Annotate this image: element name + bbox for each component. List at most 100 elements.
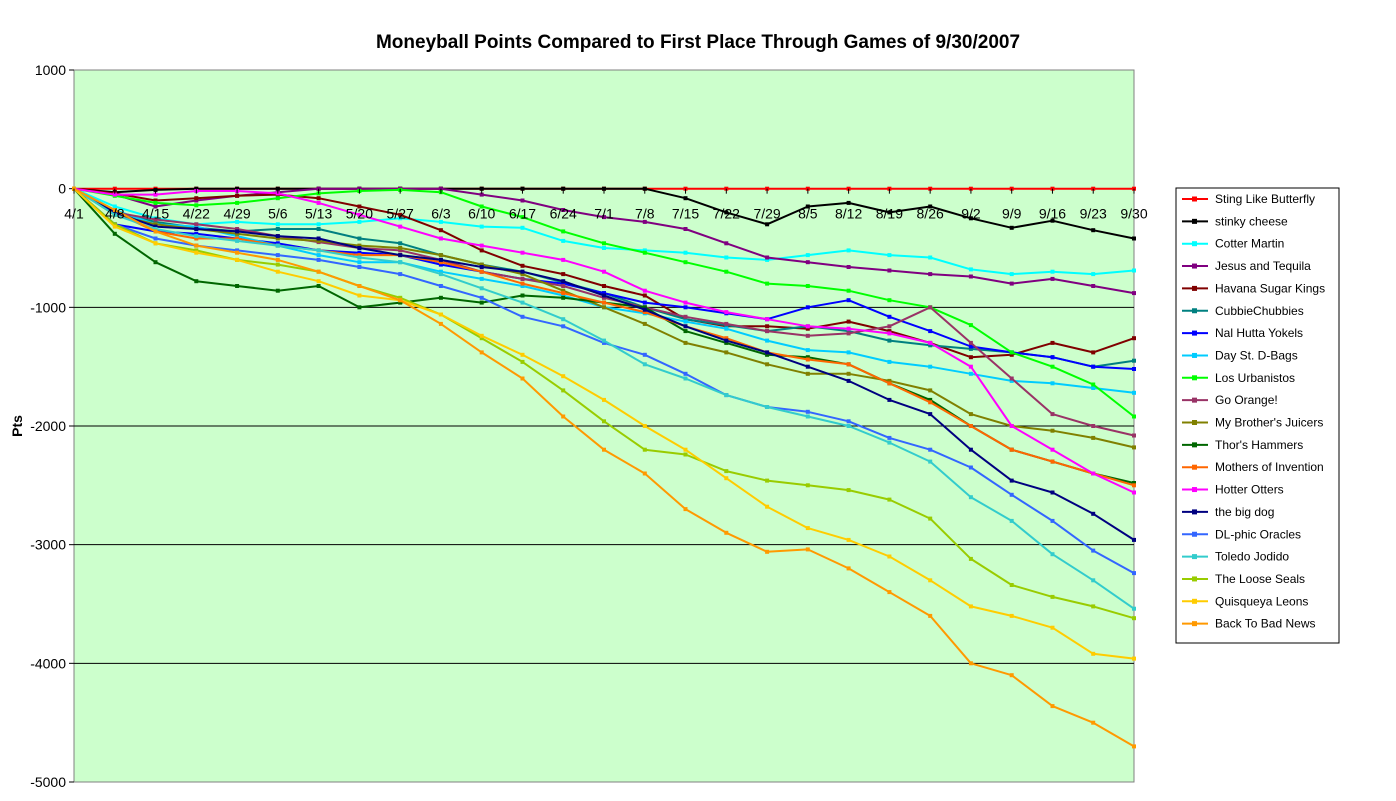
data-point [928, 447, 933, 452]
data-point [1050, 269, 1055, 274]
legend-item: Nal Hutta Yokels [1182, 326, 1303, 340]
data-point [235, 238, 240, 243]
data-point [275, 222, 280, 227]
x-tick-label: 4/8 [105, 206, 125, 222]
data-point [357, 293, 362, 298]
data-point [805, 483, 810, 488]
data-point [683, 447, 688, 452]
data-point [1050, 412, 1055, 417]
data-point [357, 305, 362, 310]
data-point [642, 288, 647, 293]
data-point [520, 293, 525, 298]
data-point [561, 414, 566, 419]
x-tick-label: 4/1 [64, 206, 84, 222]
legend-item: Los Urbanistos [1182, 371, 1295, 385]
data-point [1132, 414, 1136, 419]
data-point [1091, 720, 1096, 725]
data-point [153, 200, 158, 205]
data-point [968, 355, 973, 360]
legend-marker [1192, 263, 1197, 269]
data-point [153, 192, 158, 197]
data-point [275, 253, 280, 258]
data-point [683, 324, 688, 329]
data-point [316, 236, 321, 241]
data-point [602, 340, 606, 345]
data-point [846, 319, 851, 324]
legend-label: My Brother's Juicers [1215, 416, 1323, 430]
data-point [805, 253, 810, 258]
data-point [316, 196, 321, 201]
data-point [724, 476, 729, 481]
data-point [805, 371, 810, 376]
data-point [357, 253, 362, 258]
data-point [602, 397, 606, 402]
x-tick-label: 5/6 [268, 206, 288, 222]
data-point [235, 193, 240, 198]
data-point [765, 281, 770, 286]
data-point [683, 227, 688, 231]
data-point [765, 222, 770, 227]
data-point [520, 269, 525, 274]
data-point [561, 284, 566, 288]
data-point [398, 246, 403, 250]
x-tick-label: 8/12 [835, 206, 862, 222]
data-point [846, 566, 851, 571]
y-axis-ticks: 1000 0 -1000 -2000 -3000 -4000 -5000 [30, 62, 74, 790]
data-point [602, 419, 606, 424]
legend-label: Sting Like Butterfly [1215, 192, 1315, 206]
legend-item: Hotter Otters [1182, 483, 1284, 497]
data-point [968, 274, 973, 279]
data-point [887, 253, 892, 258]
legend-marker [1192, 420, 1197, 425]
data-point [316, 279, 321, 284]
data-point [724, 321, 729, 326]
data-point [398, 241, 403, 246]
data-point [683, 452, 688, 457]
data-point [928, 204, 933, 209]
data-point [968, 447, 973, 452]
data-point [805, 364, 810, 369]
data-point [968, 346, 973, 351]
data-point [887, 210, 892, 215]
data-point [805, 305, 810, 310]
data-point [438, 321, 443, 326]
data-point [968, 340, 973, 345]
data-point [887, 331, 892, 336]
data-point [846, 424, 851, 428]
data-point [602, 295, 606, 300]
data-point [194, 224, 199, 229]
legend-marker [1192, 442, 1197, 448]
data-point [724, 393, 729, 398]
data-point [928, 329, 933, 334]
data-point [1050, 552, 1055, 557]
data-point [887, 324, 892, 329]
data-point [805, 333, 810, 338]
legend-item: Sting Like Butterfly [1182, 192, 1315, 206]
legend-item: Mothers of Invention [1182, 460, 1324, 474]
legend-item: CubbieChubbies [1182, 304, 1304, 318]
data-point [928, 578, 933, 583]
series-4 [72, 186, 1136, 360]
data-point [642, 424, 647, 428]
data-point [520, 276, 525, 281]
data-point [1050, 704, 1055, 709]
data-point [887, 397, 892, 402]
data-point [1132, 336, 1136, 341]
data-point [1132, 537, 1136, 542]
data-point [1050, 428, 1055, 433]
data-point [438, 262, 443, 267]
legend-marker [1192, 375, 1197, 381]
data-point [398, 212, 403, 217]
data-point [1091, 424, 1096, 428]
data-point [846, 488, 851, 493]
data-point [235, 236, 240, 241]
data-point [479, 276, 484, 281]
data-point [561, 257, 566, 262]
data-point [683, 340, 688, 345]
data-point [928, 305, 933, 310]
data-point [1050, 459, 1055, 464]
data-point [683, 305, 688, 310]
legend-marker [1192, 531, 1197, 537]
data-point [602, 269, 606, 274]
data-point [928, 459, 933, 464]
